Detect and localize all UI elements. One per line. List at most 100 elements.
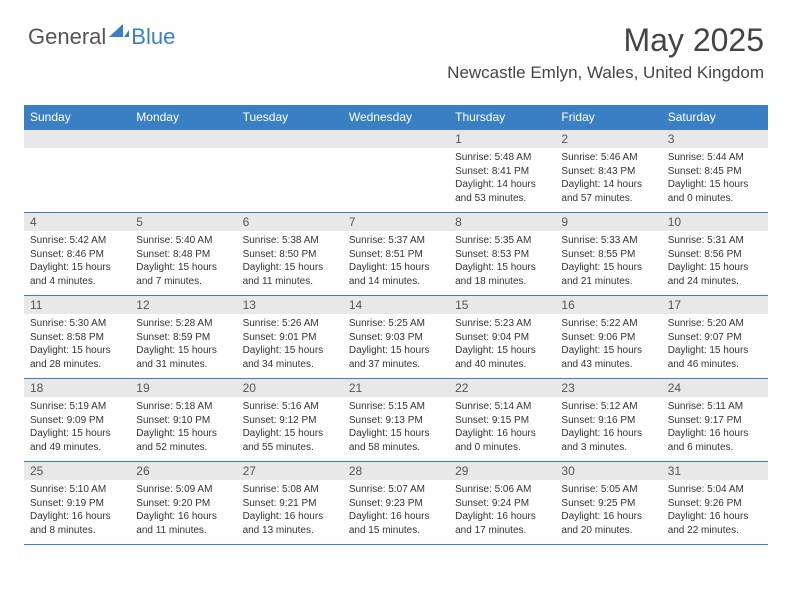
- sunset-line: Sunset: 9:12 PM: [243, 414, 337, 428]
- location-subtitle: Newcastle Emlyn, Wales, United Kingdom: [447, 63, 764, 83]
- day-details: Sunrise: 5:35 AMSunset: 8:53 PMDaylight:…: [449, 231, 555, 293]
- daylight-line: Daylight: 15 hours and 46 minutes.: [668, 344, 762, 371]
- day-details: Sunrise: 5:33 AMSunset: 8:55 PMDaylight:…: [555, 231, 661, 293]
- sunrise-line: Sunrise: 5:25 AM: [349, 317, 443, 331]
- day-cell: 13Sunrise: 5:26 AMSunset: 9:01 PMDayligh…: [237, 296, 343, 378]
- day-details: Sunrise: 5:04 AMSunset: 9:26 PMDaylight:…: [662, 480, 768, 542]
- day-number: 21: [343, 379, 449, 397]
- day-cell: 26Sunrise: 5:09 AMSunset: 9:20 PMDayligh…: [130, 462, 236, 544]
- day-cell: 22Sunrise: 5:14 AMSunset: 9:15 PMDayligh…: [449, 379, 555, 461]
- daylight-line: Daylight: 14 hours and 53 minutes.: [455, 178, 549, 205]
- day-details: Sunrise: 5:42 AMSunset: 8:46 PMDaylight:…: [24, 231, 130, 293]
- dayname-header-row: SundayMondayTuesdayWednesdayThursdayFrid…: [24, 105, 768, 129]
- daylight-line: Daylight: 15 hours and 58 minutes.: [349, 427, 443, 454]
- sunrise-line: Sunrise: 5:30 AM: [30, 317, 124, 331]
- day-cell: 12Sunrise: 5:28 AMSunset: 8:59 PMDayligh…: [130, 296, 236, 378]
- sunrise-line: Sunrise: 5:16 AM: [243, 400, 337, 414]
- day-number: 20: [237, 379, 343, 397]
- day-details: Sunrise: 5:18 AMSunset: 9:10 PMDaylight:…: [130, 397, 236, 459]
- sunrise-line: Sunrise: 5:23 AM: [455, 317, 549, 331]
- daylight-line: Daylight: 16 hours and 15 minutes.: [349, 510, 443, 537]
- day-cell: 8Sunrise: 5:35 AMSunset: 8:53 PMDaylight…: [449, 213, 555, 295]
- brand-logo: General Blue: [28, 24, 175, 50]
- day-cell: 18Sunrise: 5:19 AMSunset: 9:09 PMDayligh…: [24, 379, 130, 461]
- sunset-line: Sunset: 9:13 PM: [349, 414, 443, 428]
- day-cell: 5Sunrise: 5:40 AMSunset: 8:48 PMDaylight…: [130, 213, 236, 295]
- sunrise-line: Sunrise: 5:18 AM: [136, 400, 230, 414]
- sunrise-line: Sunrise: 5:06 AM: [455, 483, 549, 497]
- month-title: May 2025: [447, 22, 764, 59]
- sunset-line: Sunset: 9:17 PM: [668, 414, 762, 428]
- day-number: 19: [130, 379, 236, 397]
- sunrise-line: Sunrise: 5:05 AM: [561, 483, 655, 497]
- day-details: Sunrise: 5:07 AMSunset: 9:23 PMDaylight:…: [343, 480, 449, 542]
- week-row: 1Sunrise: 5:48 AMSunset: 8:41 PMDaylight…: [24, 129, 768, 212]
- day-cell-empty: [237, 130, 343, 212]
- sunrise-line: Sunrise: 5:22 AM: [561, 317, 655, 331]
- day-number: 30: [555, 462, 661, 480]
- day-number: 22: [449, 379, 555, 397]
- daylight-line: Daylight: 15 hours and 0 minutes.: [668, 178, 762, 205]
- dayname-friday: Friday: [555, 105, 661, 129]
- dayname-tuesday: Tuesday: [237, 105, 343, 129]
- brand-text-blue: Blue: [131, 24, 175, 50]
- daylight-line: Daylight: 15 hours and 43 minutes.: [561, 344, 655, 371]
- day-cell: 16Sunrise: 5:22 AMSunset: 9:06 PMDayligh…: [555, 296, 661, 378]
- sunrise-line: Sunrise: 5:40 AM: [136, 234, 230, 248]
- sunset-line: Sunset: 8:56 PM: [668, 248, 762, 262]
- dayname-sunday: Sunday: [24, 105, 130, 129]
- day-cell: 15Sunrise: 5:23 AMSunset: 9:04 PMDayligh…: [449, 296, 555, 378]
- day-number: 28: [343, 462, 449, 480]
- sunrise-line: Sunrise: 5:33 AM: [561, 234, 655, 248]
- daylight-line: Daylight: 15 hours and 21 minutes.: [561, 261, 655, 288]
- sunrise-line: Sunrise: 5:31 AM: [668, 234, 762, 248]
- day-details: Sunrise: 5:37 AMSunset: 8:51 PMDaylight:…: [343, 231, 449, 293]
- day-number: 6: [237, 213, 343, 231]
- day-number: 14: [343, 296, 449, 314]
- daylight-line: Daylight: 16 hours and 20 minutes.: [561, 510, 655, 537]
- day-details: Sunrise: 5:06 AMSunset: 9:24 PMDaylight:…: [449, 480, 555, 542]
- calendar-grid: SundayMondayTuesdayWednesdayThursdayFrid…: [24, 105, 768, 545]
- daylight-line: Daylight: 15 hours and 7 minutes.: [136, 261, 230, 288]
- week-row: 4Sunrise: 5:42 AMSunset: 8:46 PMDaylight…: [24, 212, 768, 295]
- day-number: 29: [449, 462, 555, 480]
- day-number: 26: [130, 462, 236, 480]
- daylight-line: Daylight: 15 hours and 24 minutes.: [668, 261, 762, 288]
- sunrise-line: Sunrise: 5:20 AM: [668, 317, 762, 331]
- day-details: Sunrise: 5:14 AMSunset: 9:15 PMDaylight:…: [449, 397, 555, 459]
- sunset-line: Sunset: 8:59 PM: [136, 331, 230, 345]
- day-details: Sunrise: 5:10 AMSunset: 9:19 PMDaylight:…: [24, 480, 130, 542]
- day-details: Sunrise: 5:19 AMSunset: 9:09 PMDaylight:…: [24, 397, 130, 459]
- daylight-line: Daylight: 15 hours and 40 minutes.: [455, 344, 549, 371]
- sunset-line: Sunset: 9:01 PM: [243, 331, 337, 345]
- day-number: 7: [343, 213, 449, 231]
- day-details: Sunrise: 5:23 AMSunset: 9:04 PMDaylight:…: [449, 314, 555, 376]
- sunset-line: Sunset: 9:09 PM: [30, 414, 124, 428]
- sunset-line: Sunset: 8:53 PM: [455, 248, 549, 262]
- week-row: 11Sunrise: 5:30 AMSunset: 8:58 PMDayligh…: [24, 295, 768, 378]
- sunset-line: Sunset: 9:23 PM: [349, 497, 443, 511]
- daylight-line: Daylight: 15 hours and 37 minutes.: [349, 344, 443, 371]
- day-cell-empty: [130, 130, 236, 212]
- daylight-line: Daylight: 16 hours and 22 minutes.: [668, 510, 762, 537]
- daylight-line: Daylight: 15 hours and 34 minutes.: [243, 344, 337, 371]
- day-cell: 6Sunrise: 5:38 AMSunset: 8:50 PMDaylight…: [237, 213, 343, 295]
- day-cell-empty: [343, 130, 449, 212]
- sunset-line: Sunset: 8:46 PM: [30, 248, 124, 262]
- sunrise-line: Sunrise: 5:11 AM: [668, 400, 762, 414]
- day-number-empty: [237, 130, 343, 148]
- day-number: 31: [662, 462, 768, 480]
- daylight-line: Daylight: 16 hours and 6 minutes.: [668, 427, 762, 454]
- sunrise-line: Sunrise: 5:12 AM: [561, 400, 655, 414]
- day-cell: 17Sunrise: 5:20 AMSunset: 9:07 PMDayligh…: [662, 296, 768, 378]
- day-details: Sunrise: 5:05 AMSunset: 9:25 PMDaylight:…: [555, 480, 661, 542]
- sunrise-line: Sunrise: 5:08 AM: [243, 483, 337, 497]
- sunset-line: Sunset: 9:06 PM: [561, 331, 655, 345]
- sunrise-line: Sunrise: 5:46 AM: [561, 151, 655, 165]
- day-details: Sunrise: 5:20 AMSunset: 9:07 PMDaylight:…: [662, 314, 768, 376]
- day-details: Sunrise: 5:31 AMSunset: 8:56 PMDaylight:…: [662, 231, 768, 293]
- sunrise-line: Sunrise: 5:14 AM: [455, 400, 549, 414]
- dayname-thursday: Thursday: [449, 105, 555, 129]
- day-number: 8: [449, 213, 555, 231]
- dayname-saturday: Saturday: [662, 105, 768, 129]
